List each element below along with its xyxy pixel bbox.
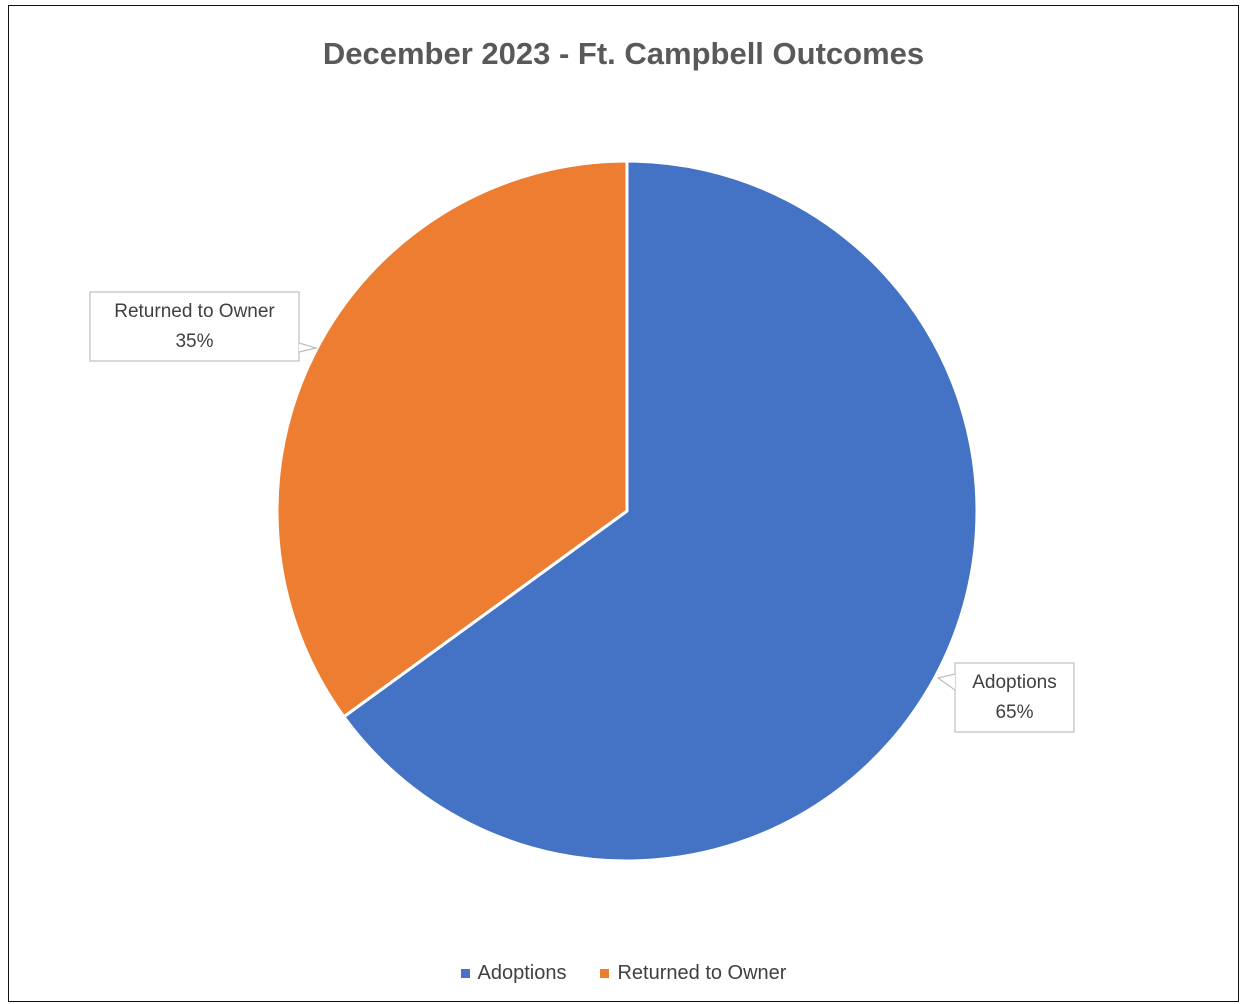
chart-title: December 2023 - Ft. Campbell Outcomes [322,36,925,71]
pie-data-labels: Adoptions 65% Returned to Owner 35% [89,291,1075,733]
chart-frame: December 2023 - Ft. Campbell Outcomes Ad… [8,5,1239,1002]
legend-item-returned-to-owner: Returned to Owner [600,962,786,985]
data-label-returned-to-owner: Returned to Owner 35% [89,291,319,362]
data-label-category-adoptions: Adoptions [972,672,1057,693]
legend-label-adoptions: Adoptions [477,962,567,984]
legend-label-returned-to-owner: Returned to Owner [617,962,787,984]
data-label-pointer-returned-to-owner [298,342,319,353]
data-label-box-returned-to-owner [89,291,300,362]
pie-slice-returned-to-owner [275,159,629,719]
legend-item-adoptions: Adoptions [460,962,567,985]
data-label-pointer-adoptions [936,673,956,691]
legend: Adoptions Returned to Owner [9,962,1238,985]
data-label-pointer-fill-returned-to-owner [299,343,316,352]
legend-swatch-adoptions [460,969,470,978]
data-label-pointer-fill-adoptions [938,674,955,690]
pie-slice-adoptions [342,159,979,863]
data-label-value-adoptions: 65% [995,702,1033,723]
data-label-adoptions: Adoptions 65% [936,662,1075,733]
pie-chart: Adoptions 65% Returned to Owner 35% [89,159,1075,863]
data-label-value-returned-to-owner: 35% [175,331,213,352]
data-label-category-returned-to-owner: Returned to Owner [114,301,275,322]
data-label-box-adoptions [954,662,1075,733]
pie-slices [275,159,979,863]
legend-swatch-returned-to-owner [600,969,610,978]
